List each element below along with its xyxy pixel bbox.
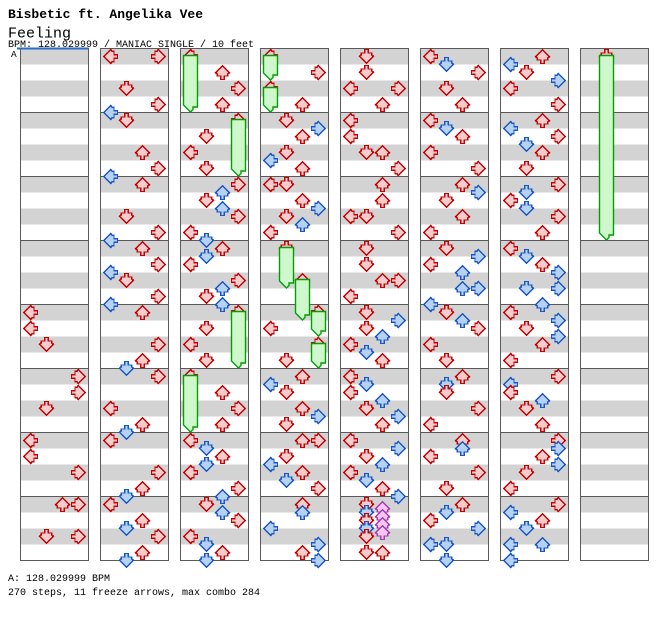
- svg-text:A: A: [11, 49, 17, 60]
- svg-text:BPM: 128.029999 / MANIAC SINGL: BPM: 128.029999 / MANIAC SINGLE / 10 fee…: [8, 39, 254, 51]
- svg-text:270 steps, 11 freeze arrows, m: 270 steps, 11 freeze arrows, max combo 2…: [8, 587, 260, 599]
- svg-text:Bisbetic ft. Angelika Vee: Bisbetic ft. Angelika Vee: [8, 7, 203, 22]
- svg-text:Feeling: Feeling: [8, 26, 71, 43]
- svg-text:A: 128.029999 BPM: A: 128.029999 BPM: [8, 574, 110, 585]
